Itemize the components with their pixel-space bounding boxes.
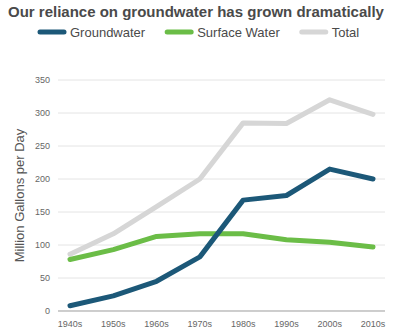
x-tick-label: 1950s bbox=[101, 319, 126, 329]
x-axis: 1940s 1950s 1960s 1970s 1980s 1990s 2000s 2010s bbox=[58, 319, 386, 329]
legend-label: Groundwater bbox=[70, 25, 146, 40]
x-tick-label: 1940s bbox=[58, 319, 83, 329]
y-tick-label: 100 bbox=[35, 240, 50, 250]
series-line bbox=[70, 234, 373, 260]
chart-container: Our reliance on groundwater has grown dr… bbox=[0, 0, 400, 336]
x-tick-label: 1990s bbox=[274, 319, 299, 329]
series-group bbox=[70, 100, 373, 306]
series-line bbox=[70, 169, 373, 306]
legend-swatch bbox=[167, 30, 191, 35]
grid-line bbox=[58, 179, 385, 180]
x-tick-label: 1960s bbox=[144, 319, 169, 329]
y-axis-label: Million Gallons per Day bbox=[12, 128, 27, 262]
y-tick-label: 200 bbox=[35, 174, 50, 184]
legend-swatch bbox=[40, 30, 64, 35]
grid-line bbox=[58, 146, 385, 147]
y-tick-label: 350 bbox=[35, 75, 50, 85]
x-axis-line bbox=[58, 311, 385, 312]
y-axis: 0 50 100 150 200 250 300 350 bbox=[35, 75, 385, 316]
y-tick-label: 50 bbox=[40, 273, 50, 283]
x-tick-label: 2010s bbox=[361, 319, 386, 329]
legend-label: Surface Water bbox=[197, 25, 280, 40]
legend-swatch bbox=[302, 30, 326, 35]
chart-svg: Our reliance on groundwater has grown dr… bbox=[0, 0, 400, 336]
grid-line bbox=[58, 80, 385, 81]
y-tick-label: 300 bbox=[35, 108, 50, 118]
y-tick-label: 150 bbox=[35, 207, 50, 217]
y-tick-label: 250 bbox=[35, 141, 50, 151]
grid-line bbox=[58, 278, 385, 279]
x-tick-label: 1980s bbox=[231, 319, 256, 329]
legend: Groundwater Surface Water Total bbox=[40, 25, 359, 40]
grid-line bbox=[58, 311, 385, 312]
x-tick-label: 1970s bbox=[188, 319, 213, 329]
x-tick-label: 2000s bbox=[317, 319, 342, 329]
grid-line bbox=[58, 212, 385, 213]
title: Our reliance on groundwater has grown dr… bbox=[8, 3, 385, 20]
legend-label: Total bbox=[332, 25, 360, 40]
y-tick-label: 0 bbox=[45, 306, 50, 316]
grid-line bbox=[58, 113, 385, 114]
